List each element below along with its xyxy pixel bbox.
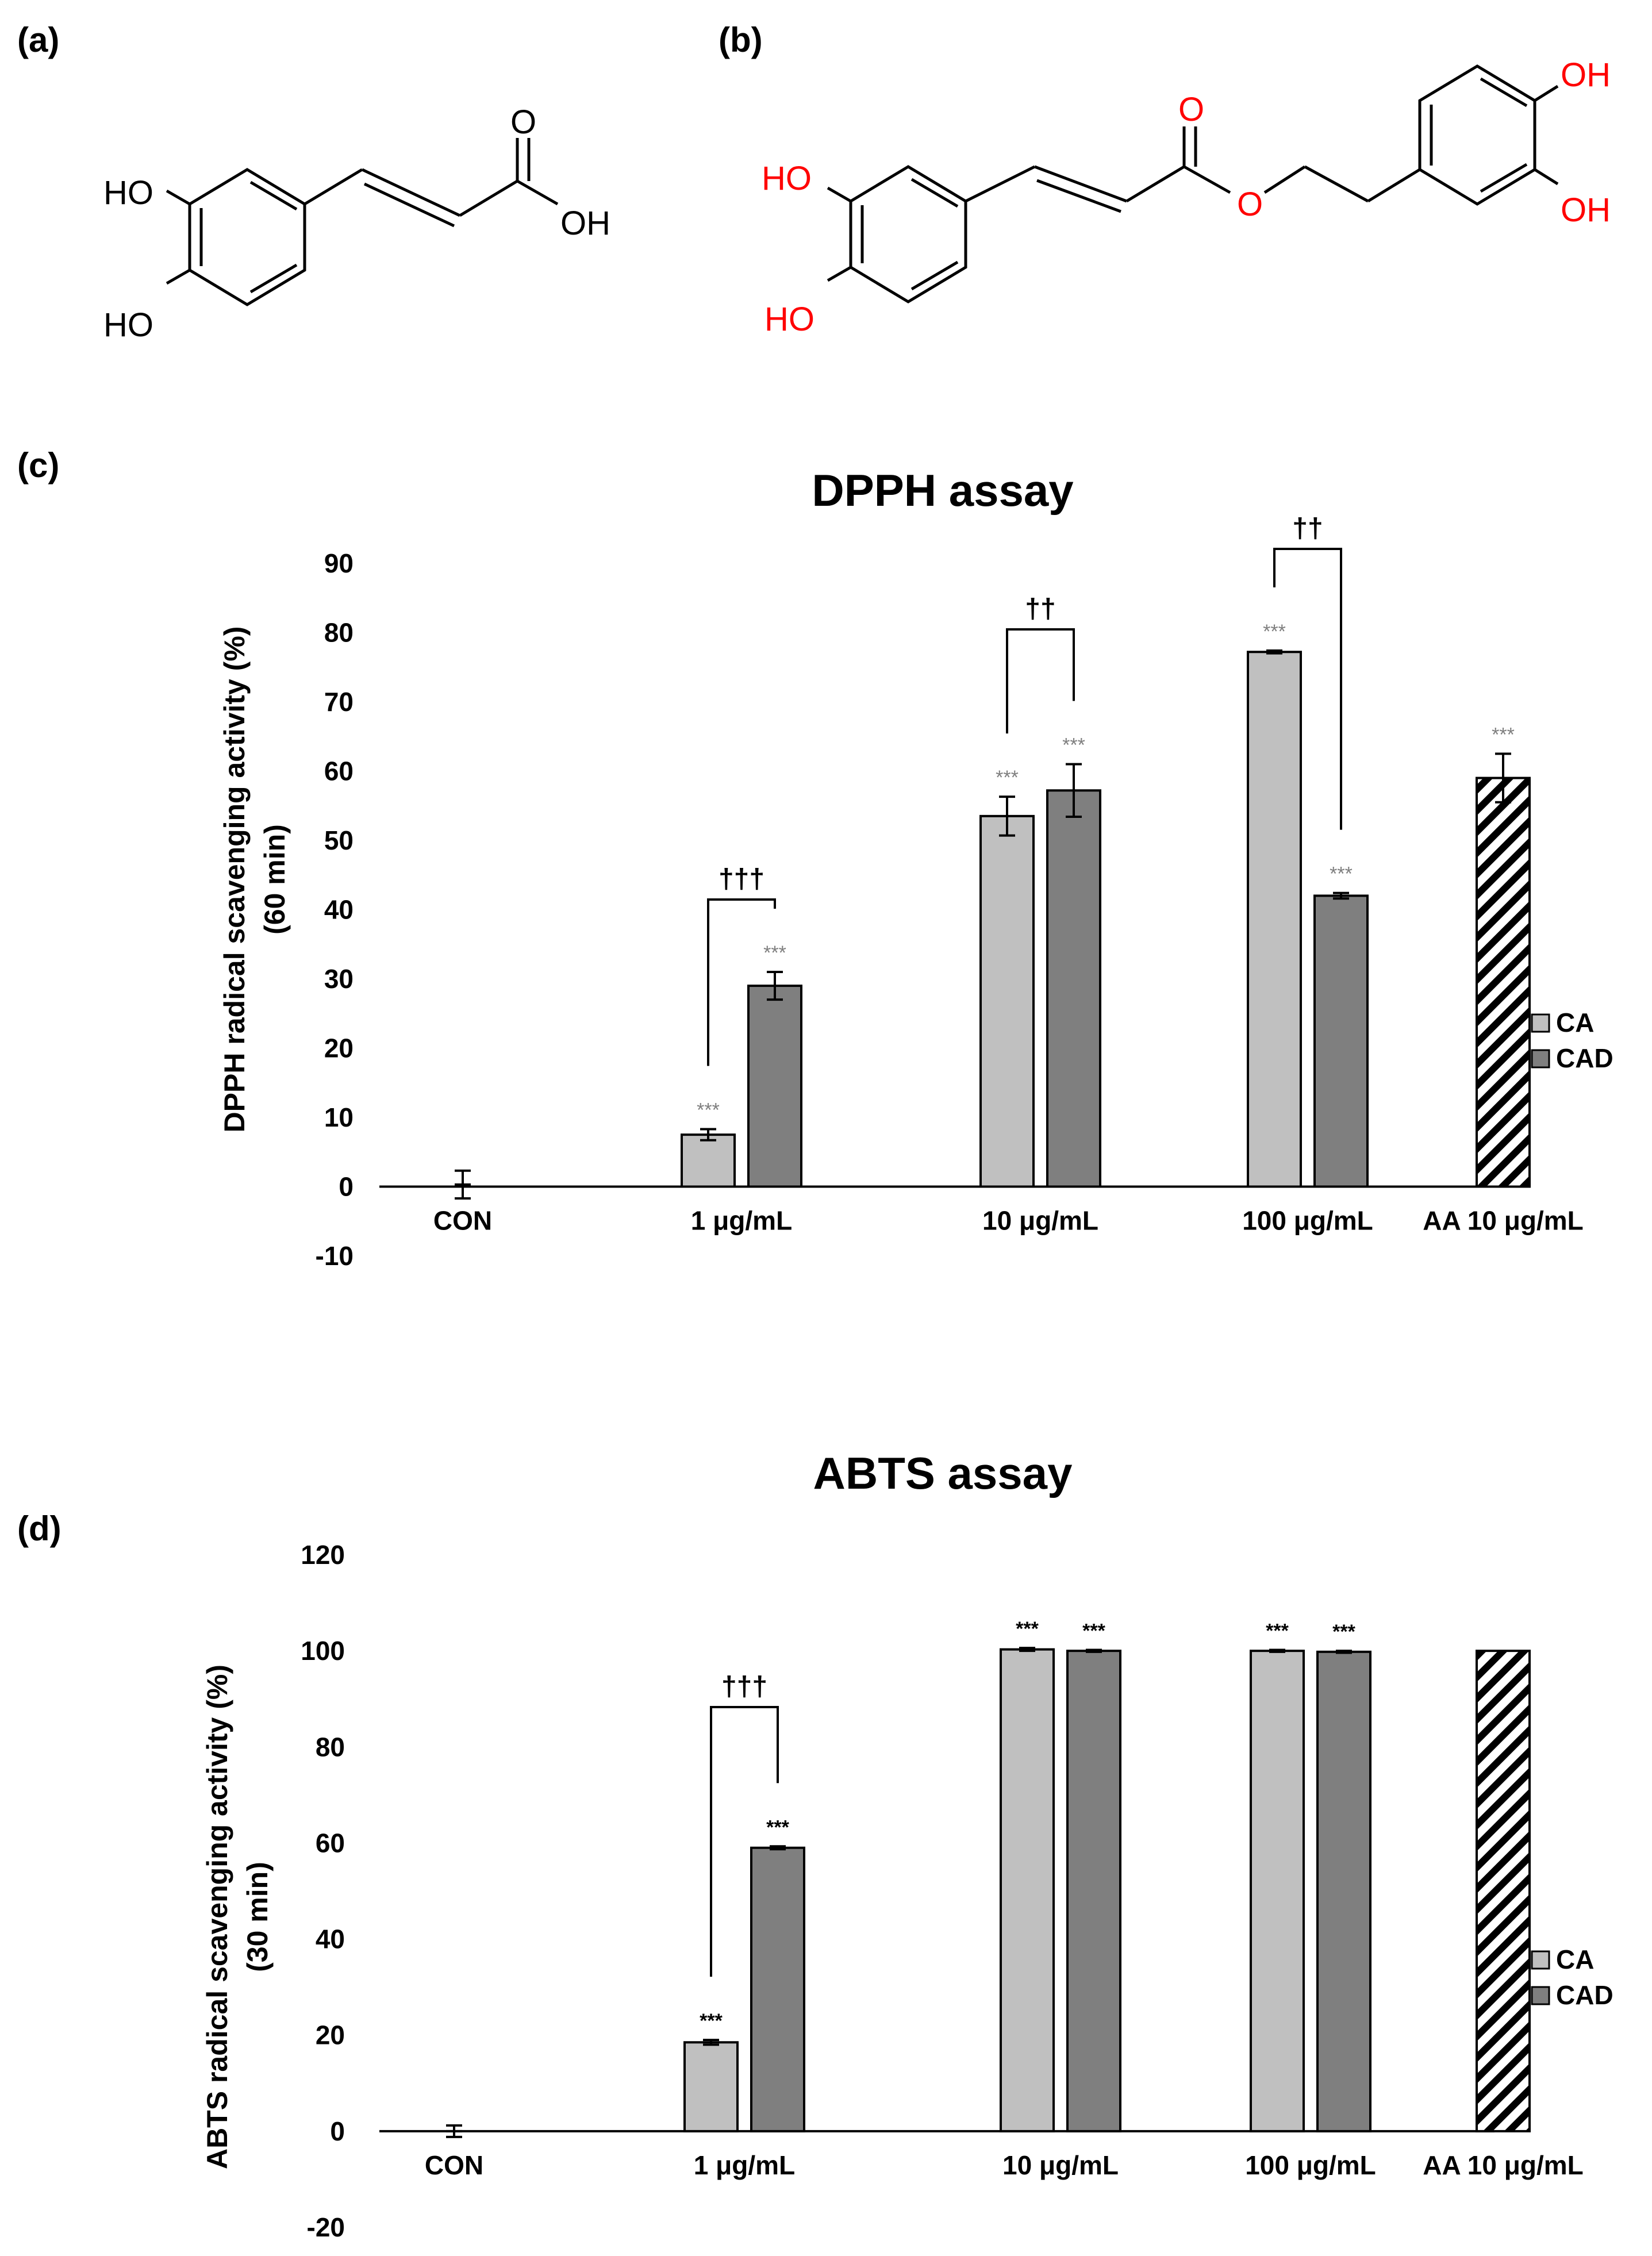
y-axis-label-line2: (60 min) [259,824,291,935]
significance-bracket [1273,548,1342,830]
legend-swatch-cad [1531,1986,1550,2005]
abts-chart: ABTS assay ABTS radical scavenging activi… [201,1448,1613,2242]
legend-swatch-ca [1531,1950,1550,1970]
bar-cad [1313,894,1369,1188]
bar-aa [1476,1650,1531,2132]
y-tick-label: -20 [307,2212,345,2242]
legend-swatch-cad [1531,1049,1550,1069]
bar-cad [1046,789,1101,1188]
bar-ca [979,814,1035,1188]
bar-ca [681,1133,736,1188]
y-tick-label: 0 [330,2116,345,2146]
y-tick-label: 20 [324,1033,354,1063]
panel-label-a: (a) [17,21,59,59]
molecule-b-structure [827,64,1559,303]
y-tick-label: 40 [324,895,354,925]
atom-ho-top-b: HO [762,160,812,197]
dpph-chart: DPPH assay DPPH radical scavenging activi… [218,465,1613,1271]
significance-stars: *** [766,1816,789,1838]
chart-title: DPPH assay [812,465,1073,516]
y-tick-label: 40 [316,1924,345,1954]
significance-stars: *** [697,1099,720,1121]
significance-stars: *** [1062,734,1085,756]
molecule-a-structure [166,138,559,306]
significance-daggers: ††† [719,864,764,894]
x-tick-label: AA 10 μg/mL [1423,2150,1583,2180]
significance-stars: *** [700,2010,723,2032]
y-tick-label: 10 [324,1102,354,1132]
bar-ca [1247,651,1302,1188]
x-tick-label: 100 μg/mL [1245,2150,1376,2180]
x-tick-label: AA 10 μg/mL [1423,1206,1583,1236]
x-tick-label: CON [425,2150,483,2180]
y-tick-label: 50 [324,825,354,855]
y-tick-label: 0 [339,1172,354,1202]
bar-ca [1250,1650,1305,2132]
y-tick-label: 70 [324,687,354,717]
significance-bracket [1006,628,1075,734]
y-axis-label-line2: (30 min) [241,1862,274,1972]
significance-stars: *** [1016,1618,1039,1640]
molecule-a-atoms: HO HO O OH [103,103,610,344]
y-tick-label: 100 [301,1636,345,1666]
legend-label-ca: CA [1556,1008,1594,1037]
y-tick-label: 60 [316,1828,345,1858]
y-tick-label: -10 [316,1241,354,1271]
legend-label-ca: CA [1556,1944,1594,1974]
significance-stars: *** [1263,621,1286,643]
x-tick-label: 1 μg/mL [691,1206,792,1236]
bar-cad [1066,1650,1121,2132]
legend-label-cad: CAD [1556,1043,1613,1073]
significance-stars: *** [996,767,1019,789]
significance-stars: *** [1082,1620,1105,1642]
panel-label-d: (d) [17,1509,62,1548]
legend-label-cad: CAD [1556,1980,1613,2010]
panel-label-b: (b) [719,21,763,59]
bar-aa [1476,777,1531,1188]
atom-ho-top: HO [103,174,153,212]
bar-cad [1316,1650,1371,2132]
y-tick-label: 80 [316,1732,345,1762]
y-tick-label: 30 [324,964,354,994]
bar-cad [747,985,802,1188]
bar-ca [683,2041,739,2132]
significance-stars: *** [1330,863,1353,885]
y-tick-label: 60 [324,756,354,786]
x-tick-label: CON [433,1206,492,1236]
bar-cad [750,1846,805,2132]
atom-oh-bottom-b: OH [1561,191,1611,229]
y-tick-label: 120 [301,1540,345,1570]
significance-bracket [707,898,776,1066]
atom-o-ester-b: O [1237,186,1263,223]
significance-bracket [710,1706,779,1977]
molecule-b-atoms: HO HO O O OH OH [762,56,1611,338]
y-tick-label: 90 [324,548,354,578]
panel-label-c: (c) [17,446,59,485]
x-tick-label: 1 μg/mL [694,2150,795,2180]
atom-o-carbonyl-b: O [1178,91,1204,128]
x-tick-label: 10 μg/mL [982,1206,1098,1236]
significance-stars: *** [1492,724,1515,745]
atom-o-carbonyl: O [510,103,536,141]
x-tick-label: 10 μg/mL [1002,2150,1119,2180]
significance-daggers: ††† [721,1671,767,1702]
significance-daggers: †† [1025,594,1055,624]
y-axis-label: DPPH radical scavenging activity (%) [218,627,251,1133]
atom-oh-acid: OH [560,205,610,242]
significance-stars: *** [1332,1621,1355,1643]
legend-swatch-ca [1531,1013,1550,1033]
chart-title: ABTS assay [813,1448,1073,1498]
significance-stars: *** [1266,1620,1289,1642]
significance-daggers: †† [1292,513,1323,544]
bar-ca [1000,1648,1055,2132]
y-axis-label: ABTS radical scavenging activity (%) [201,1665,233,2169]
x-tick-label: 100 μg/mL [1242,1206,1373,1236]
significance-stars: *** [763,942,786,964]
atom-oh-top-b: OH [1561,56,1611,94]
atom-ho-bottom: HO [103,306,153,344]
y-tick-label: 20 [316,2020,345,2050]
atom-ho-bottom-b: HO [764,301,815,338]
y-tick-label: 80 [324,618,354,648]
